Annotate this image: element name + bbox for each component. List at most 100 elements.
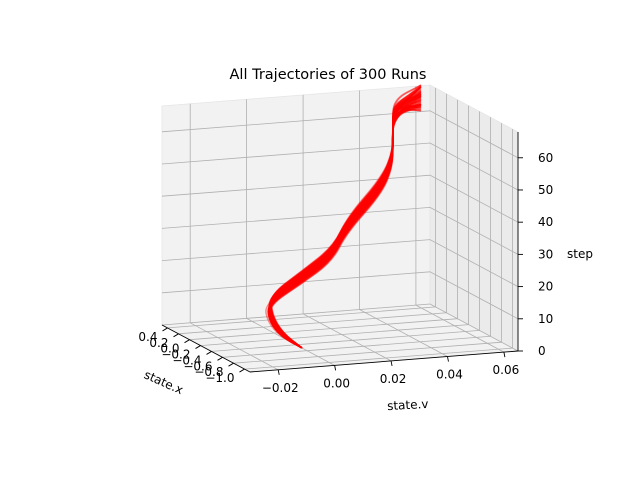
axis-lines [161,132,519,373]
trajectory-line [269,104,422,349]
trajectory-line [270,93,422,349]
trajectory-line [268,86,422,349]
trajectory-line [268,86,422,349]
step-tick-label: 0 [538,344,546,358]
trajectory-line [269,95,422,349]
trajectory-line [267,103,422,349]
trajectory-line [267,101,422,349]
trajectory-line [268,103,422,349]
trajectory-line [269,101,422,349]
trajectory-line [268,91,422,349]
v-axis-line [249,350,519,373]
trajectory-line [265,104,422,349]
trajectory-line [269,107,422,349]
trajectory-line [268,108,422,349]
trajectory-line [268,96,422,349]
trajectory-line [268,100,422,349]
trajectory-line [269,92,422,349]
trajectory-line [268,92,422,349]
z-axis-ticks: 0 10 20 30 40 50 60 [518,151,553,358]
step-tick-label: 10 [538,312,553,326]
x-tick-label: −1.0 [205,371,234,385]
trajectory-line [268,106,422,349]
trajectory-line [267,104,422,349]
trajectory-line [267,105,422,349]
axis-panes [160,84,520,373]
x-tick-label: 0.0 [160,342,179,356]
trajectory-line [268,96,422,349]
trajectory-line [268,103,422,349]
x-tick-mark [228,362,234,367]
v-tick-label: 0.00 [323,376,350,390]
trajectory-lines [265,84,422,349]
x-tick-label: −0.8 [194,365,223,379]
trajectory-line [269,108,422,349]
trajectory-line [268,102,422,349]
step-tick-label: 50 [538,183,553,197]
trajectory-line [268,92,422,349]
trajectory-line [269,104,422,349]
trajectory-line [268,91,422,349]
x-tick-label: −0.4 [172,353,201,367]
trajectory-line [268,94,422,349]
trajectory-line [269,100,422,349]
trajectory-line [269,93,422,349]
gridline-step [161,206,519,255]
x-tick-label: −0.2 [161,348,190,362]
y-axis-ticks: −0.02 0.00 0.02 0.04 0.06 [262,352,519,395]
trajectory-line [268,94,422,349]
step-tick-label: 60 [538,151,553,165]
trajectory-line [268,99,422,349]
x-tick-mark [184,339,190,344]
v-tick-mark [503,352,506,358]
trajectory-line [270,84,422,349]
trajectory-line [268,84,422,349]
trajectory-line [268,86,422,349]
x-tick-mark [195,345,201,349]
step-tick-label: 20 [538,280,553,294]
gridline-step [161,239,519,287]
trajectory-line [268,104,422,349]
trajectory-line [268,90,422,349]
trajectory-line [269,97,422,349]
grid-lines [161,86,519,371]
trajectory-line [268,103,422,349]
trajectory-line [268,95,422,349]
x-axis-line [161,324,251,373]
trajectory-line [268,86,422,349]
chart-title: All Trajectories of 300 Runs [230,67,427,83]
trajectory-line [268,99,422,349]
gridline-step [161,303,519,352]
trajectory-line [270,88,422,349]
trajectory-line [268,95,422,349]
trajectory-line [268,99,422,349]
trajectory-line [268,95,422,349]
x-tick-label: −0.6 [183,359,212,373]
gridline-step [161,271,519,320]
trajectory-line [267,105,422,349]
x-axis-ticks: −1.0−0.8−0.6−0.4−0.20.00.20.4 [138,327,245,385]
trajectory-line [268,93,422,349]
x-tick-label: 0.2 [149,336,168,350]
gridline-step [161,174,519,223]
trajectory-line [267,90,422,349]
trajectory-line [268,91,422,349]
trajectory-line [270,98,422,349]
v-tick-label: 0.04 [436,368,463,382]
trajectory-line [268,109,422,349]
step-tick-label: 30 [538,247,553,261]
trajectory-line [268,86,422,349]
trajectory-line [270,86,422,349]
trajectory-line [269,104,422,349]
v-tick-mark [390,360,393,367]
trajectory-line [270,106,422,349]
trajectory-line [268,94,422,349]
step-tick-label: 40 [538,215,553,229]
x-tick-mark [173,333,179,338]
x-tick-mark [206,351,212,355]
z-axis-label: step [567,247,593,261]
gridline-step [161,142,519,191]
trajectory-line [269,106,422,349]
y-axis-label: state.v [387,397,429,413]
trajectory-line [269,98,422,349]
